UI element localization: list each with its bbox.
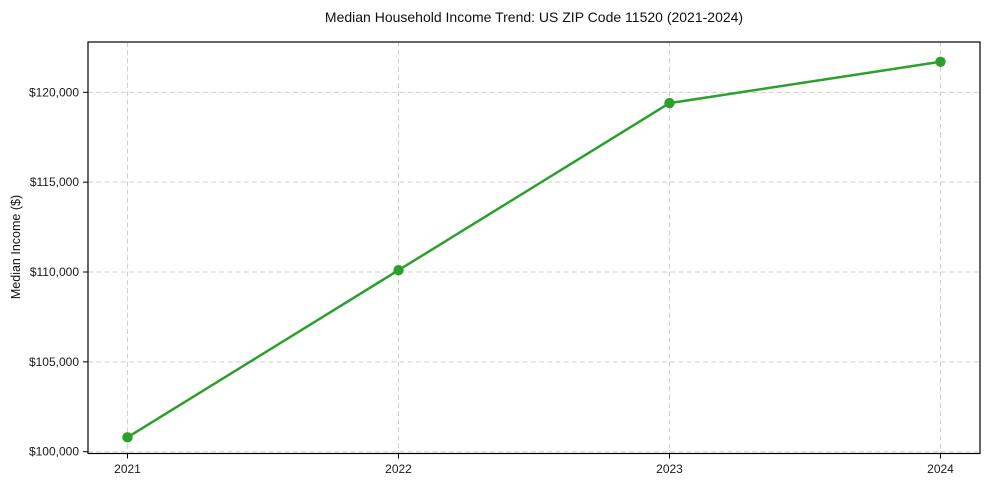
data-point-2024 [935, 56, 946, 67]
y-tick-label: $115,000 [30, 175, 79, 189]
y-tick-label: $110,000 [30, 265, 79, 279]
x-tick-label: 2024 [927, 462, 954, 476]
chart-title: Median Household Income Trend: US ZIP Co… [324, 9, 744, 25]
x-tick-label: 2022 [385, 462, 412, 476]
data-point-2021 [122, 432, 133, 443]
y-tick-label: $105,000 [29, 355, 79, 369]
y-tick-label: $120,000 [29, 85, 79, 99]
data-point-2022 [393, 265, 404, 276]
data-point-2023 [664, 97, 675, 109]
y-tick-label: $100,000 [29, 445, 79, 459]
x-tick-label: 2021 [114, 462, 141, 476]
trend-line [126, 60, 942, 439]
x-tick-label: 2023 [656, 462, 683, 476]
plot-border [87, 41, 981, 455]
